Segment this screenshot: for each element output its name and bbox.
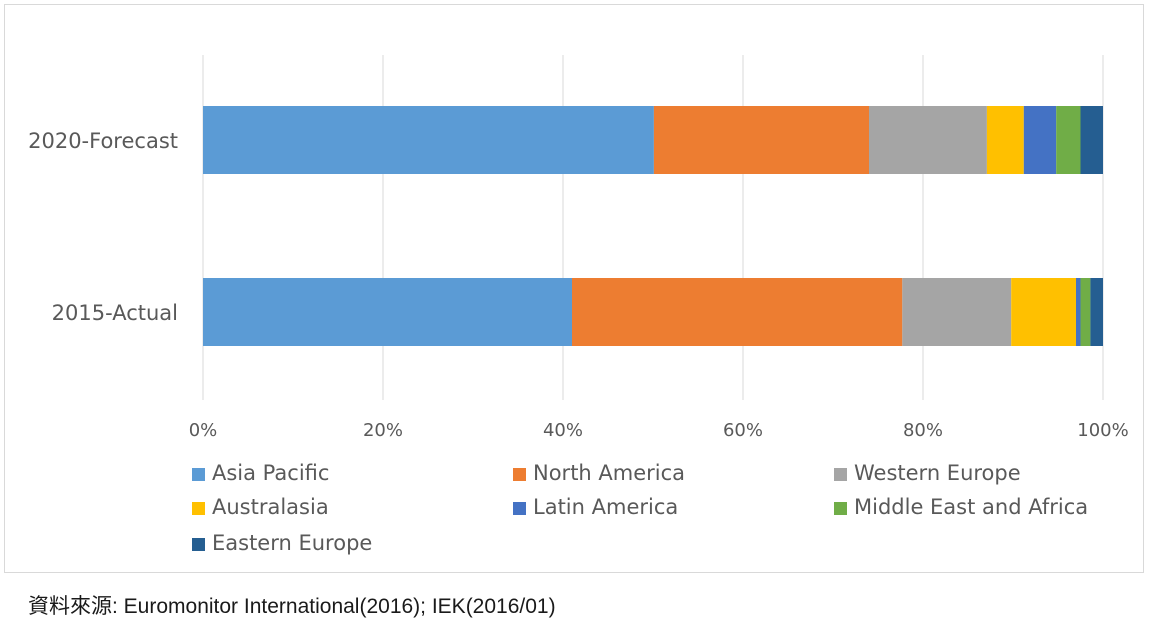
bar-segment bbox=[1076, 278, 1081, 346]
bar-segment bbox=[902, 278, 1012, 346]
legend-label: Eastern Europe bbox=[212, 531, 372, 555]
bar-segment bbox=[1023, 106, 1057, 174]
category-label: 2020-Forecast bbox=[28, 129, 178, 153]
bar-segment bbox=[1011, 278, 1076, 346]
bar-segment bbox=[203, 106, 654, 174]
x-tick-label: 0% bbox=[189, 420, 218, 441]
legend-swatch bbox=[513, 468, 526, 481]
category-label: 2015-Actual bbox=[52, 301, 178, 325]
bar-segment bbox=[986, 106, 1024, 174]
legend-label: Asia Pacific bbox=[212, 461, 329, 485]
legend: Asia Pacific North America Western Europe A… bbox=[192, 461, 1088, 555]
x-tick-label: 80% bbox=[903, 420, 943, 441]
legend-swatch bbox=[513, 502, 526, 515]
axis-labels: 2020-Forecast 2015-Actual 0% 20% 40% 60% 80% 10… bbox=[28, 129, 1129, 441]
bar-segment bbox=[1080, 278, 1091, 346]
bar-segment bbox=[1080, 106, 1103, 174]
x-tick-label: 100% bbox=[1077, 420, 1128, 441]
bar-segment bbox=[572, 278, 903, 346]
legend-label: Australasia bbox=[212, 495, 329, 519]
bars bbox=[203, 106, 1103, 346]
x-tick-label: 20% bbox=[363, 420, 403, 441]
legend-swatch bbox=[192, 468, 205, 481]
x-tick-label: 40% bbox=[543, 420, 583, 441]
bar-segment bbox=[653, 106, 869, 174]
legend-label: Latin America bbox=[533, 495, 678, 519]
source-note: 資料來源: Euromonitor International(2016); I… bbox=[28, 595, 556, 618]
bar-segment bbox=[203, 278, 572, 346]
legend-label: Middle East and Africa bbox=[854, 495, 1088, 519]
bar-segment bbox=[869, 106, 987, 174]
legend-label: Western Europe bbox=[854, 461, 1021, 485]
stacked-bar-chart: 2020-Forecast 2015-Actual 0% 20% 40% 60% 80% 10… bbox=[28, 55, 1129, 555]
legend-swatch bbox=[192, 502, 205, 515]
legend-swatch bbox=[192, 538, 205, 551]
legend-swatch bbox=[834, 468, 847, 481]
x-tick-label: 60% bbox=[723, 420, 763, 441]
legend-swatch bbox=[834, 502, 847, 515]
legend-label: North America bbox=[533, 461, 685, 485]
bar-segment bbox=[1090, 278, 1103, 346]
bar-segment bbox=[1056, 106, 1081, 174]
